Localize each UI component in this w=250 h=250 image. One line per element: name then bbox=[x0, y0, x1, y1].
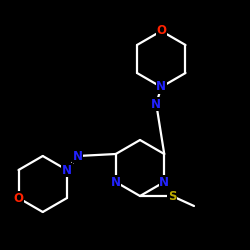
Text: N: N bbox=[156, 80, 166, 94]
Text: O: O bbox=[156, 24, 166, 38]
Text: N: N bbox=[159, 176, 169, 188]
Text: N: N bbox=[73, 150, 83, 162]
Text: N: N bbox=[111, 176, 121, 188]
Text: O: O bbox=[14, 192, 24, 204]
Text: N: N bbox=[151, 98, 161, 110]
Text: S: S bbox=[168, 190, 176, 202]
Text: N: N bbox=[62, 164, 72, 176]
